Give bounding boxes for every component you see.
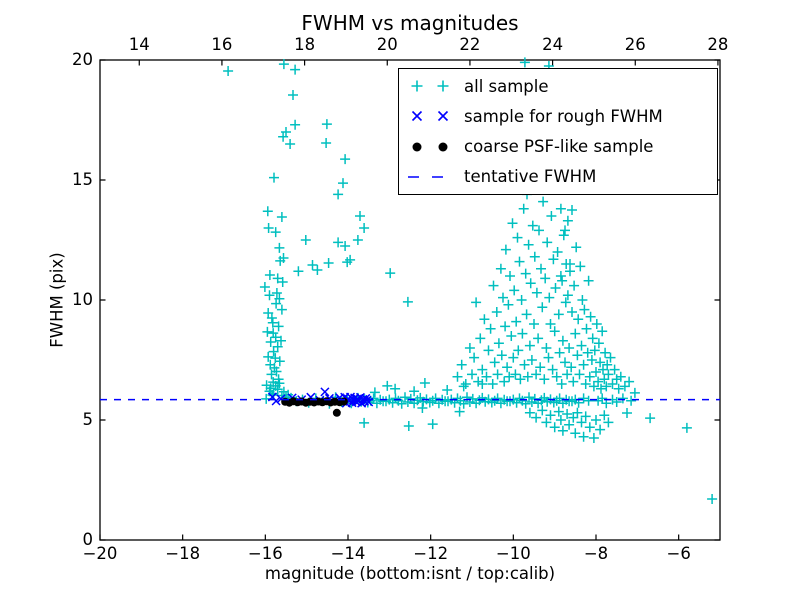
legend-marker-plus-icon [411,80,449,92]
legend-item: coarse PSF-like sample [406,133,717,160]
x-bottom-tick-label: −20 [82,544,118,563]
legend-item: sample for rough FWHM [406,103,717,130]
x-bottom-tick-label: −10 [495,544,531,563]
x-top-tick-label: 26 [624,35,646,54]
x-top-tick-label: 14 [128,35,150,54]
x-top-tick-label: 28 [707,35,729,54]
legend-marker-x-icon [411,111,449,122]
x-bottom-tick-label: −12 [413,544,449,563]
y-tick-label: 20 [72,50,93,69]
legend-marker-dot-icon [412,142,448,152]
legend-item-label: sample for rough FWHM [464,106,663,126]
x-bottom-tick-label: −14 [330,544,366,563]
x-bottom-tick-label: −8 [583,544,609,563]
legend-item: tentative FWHM [406,163,717,190]
y-axis-label: FWHM (pix) [47,252,67,348]
legend-item: all sample [406,73,717,100]
legend-marker-dash-icon [408,176,452,178]
legend-item-label: all sample [464,76,549,96]
legend-item-label: coarse PSF-like sample [464,137,654,157]
y-tick-label: 5 [82,410,94,429]
legend-item-label: tentative FWHM [464,167,597,187]
x-top-tick-label: 20 [376,35,398,54]
x-top-tick-label: 24 [542,35,564,54]
x-top-tick-label: 22 [459,35,481,54]
x-top-tick-label: 16 [211,35,233,54]
x-top-tick-label: 18 [294,35,316,54]
y-tick-label: 15 [72,170,93,189]
chart-title: FWHM vs magnitudes [301,11,519,35]
x-bottom-tick-label: −6 [666,544,691,563]
x-axis-label: magnitude (bottom:isnt / top:calib) [264,564,556,583]
x-bottom-tick-label: −16 [247,544,283,563]
x-bottom-tick-label: −18 [165,544,201,563]
y-tick-label: 10 [72,290,93,309]
legend: all sample sample for rough FWHM coarse PS… [398,68,718,195]
y-tick-label: 0 [82,530,94,549]
